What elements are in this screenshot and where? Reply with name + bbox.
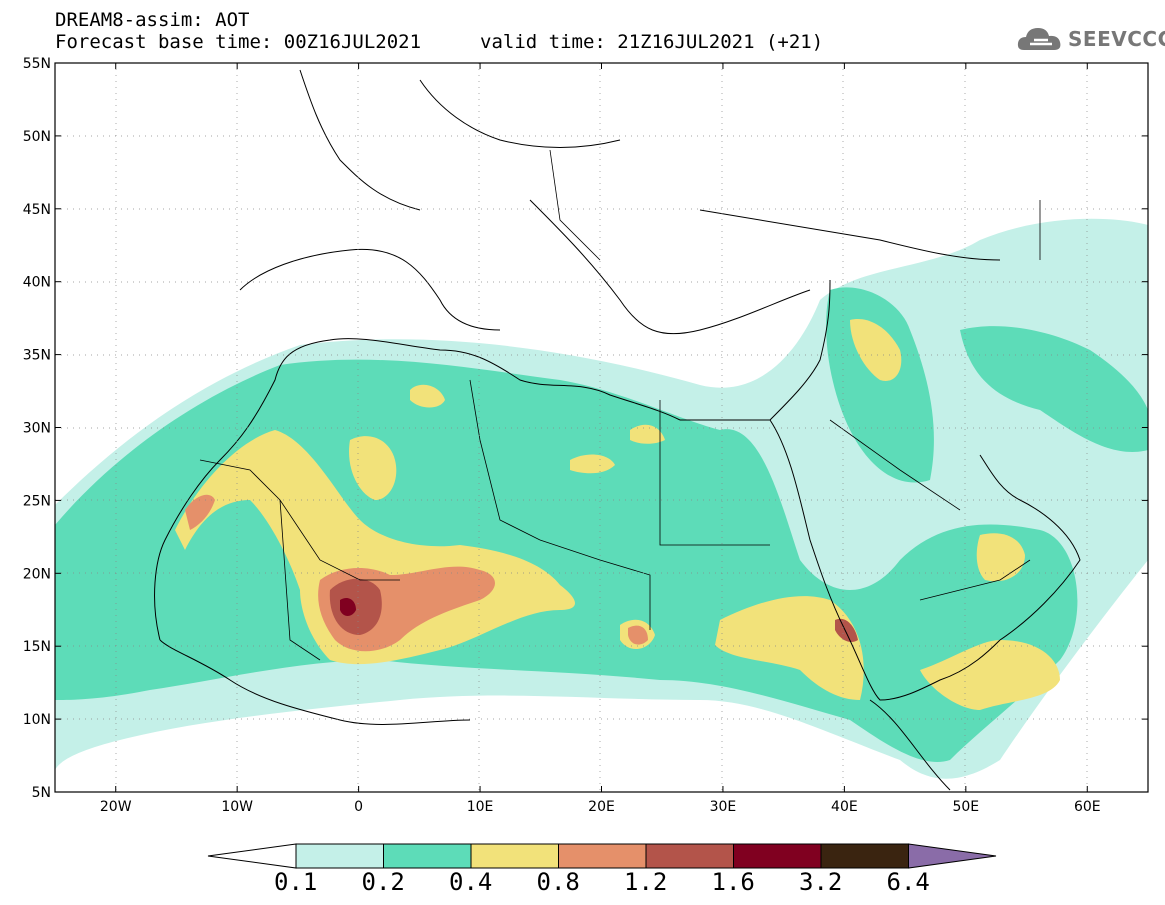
lat-label: 10N	[23, 712, 51, 728]
lon-label: 10E	[467, 799, 494, 815]
seevccc-logo: SEEVCCC	[1016, 22, 1165, 56]
cloud-icon	[1017, 28, 1061, 50]
lat-label: 30N	[23, 421, 51, 437]
lat-label: 40N	[23, 275, 51, 291]
colorbar-label: 0.1	[274, 868, 318, 896]
colorbar	[207, 843, 997, 869]
lat-label: 35N	[23, 348, 51, 364]
colorbar-label: 1.6	[711, 868, 755, 896]
aot-level-0-2-iran-east	[960, 326, 1148, 452]
colorbar-label: 3.2	[799, 868, 843, 896]
longitude-labels: 20W 10W 0 10E 20E 30E 40E 50E 60E	[100, 799, 1101, 815]
lat-label: 5N	[32, 785, 51, 801]
lat-label: 50N	[23, 129, 51, 145]
aot-level-0-4	[175, 430, 575, 665]
aot-level-0-8-sudan	[628, 625, 648, 645]
lon-label: 60E	[1074, 799, 1101, 815]
lon-label: 40E	[831, 799, 858, 815]
aot-level-0-4-tunisia	[410, 384, 445, 408]
colorbar-swatch	[558, 843, 647, 869]
lat-label: 55N	[23, 56, 51, 72]
forecast-base-time: Forecast base time: 00Z16JUL2021	[55, 31, 422, 53]
colorbar-swatch	[383, 843, 472, 869]
aot-level-0-4-oman	[920, 640, 1060, 710]
aot-level-0-4-center	[349, 436, 397, 500]
aot-level-0-8-west	[185, 494, 215, 530]
colorbar-swatch	[733, 843, 822, 869]
lat-label: 20N	[23, 566, 51, 582]
lon-label: 30E	[710, 799, 737, 815]
aot-level-0-4-egypt	[630, 424, 665, 444]
axis-ticks	[55, 62, 1148, 793]
aot-level-1-6	[340, 598, 356, 616]
aot-field	[55, 218, 1148, 779]
colorbar-under-arrow	[207, 843, 297, 869]
aot-level-0-4-libya	[570, 454, 615, 474]
colorbar-swatch	[470, 843, 559, 869]
coastlines	[154, 69, 1081, 791]
lat-label: 15N	[23, 639, 51, 655]
map-title: DREAM8-assim: AOT	[55, 9, 250, 31]
colorbar-label: 1.2	[624, 868, 668, 896]
graticule	[55, 63, 1148, 792]
aot-level-1-2	[329, 578, 382, 635]
lon-label: 20W	[100, 799, 132, 815]
latitude-labels: 55N 50N 45N 40N 35N 30N 25N 20N 15N 10N 5N	[23, 56, 51, 801]
colorbar-label: 0.8	[536, 868, 580, 896]
aot-level-1-2-red-sea	[835, 618, 858, 642]
lon-label: 50E	[952, 799, 979, 815]
aot-level-0-4-iraq	[850, 319, 902, 381]
colorbar-swatch	[295, 843, 384, 869]
colorbar-swatch	[820, 843, 909, 869]
aot-level-0-4-east	[715, 596, 864, 700]
valid-time: valid time: 21Z16JUL2021 (+21)	[480, 31, 824, 53]
colorbar-over-arrow	[908, 843, 997, 869]
colorbar-label: 6.4	[886, 868, 930, 896]
lon-label: 20E	[588, 799, 615, 815]
colorbar-label: 0.2	[361, 868, 405, 896]
country-borders	[199, 149, 1041, 661]
logo-text: SEEVCCC	[1068, 27, 1165, 51]
aot-level-0-4-arabia	[976, 533, 1025, 582]
lon-label: 10W	[221, 799, 253, 815]
lon-label: 0	[354, 799, 363, 815]
lat-label: 45N	[23, 202, 51, 218]
colorbar-label: 0.4	[449, 868, 493, 896]
lat-label: 25N	[23, 493, 51, 509]
colorbar-swatch	[645, 843, 734, 869]
